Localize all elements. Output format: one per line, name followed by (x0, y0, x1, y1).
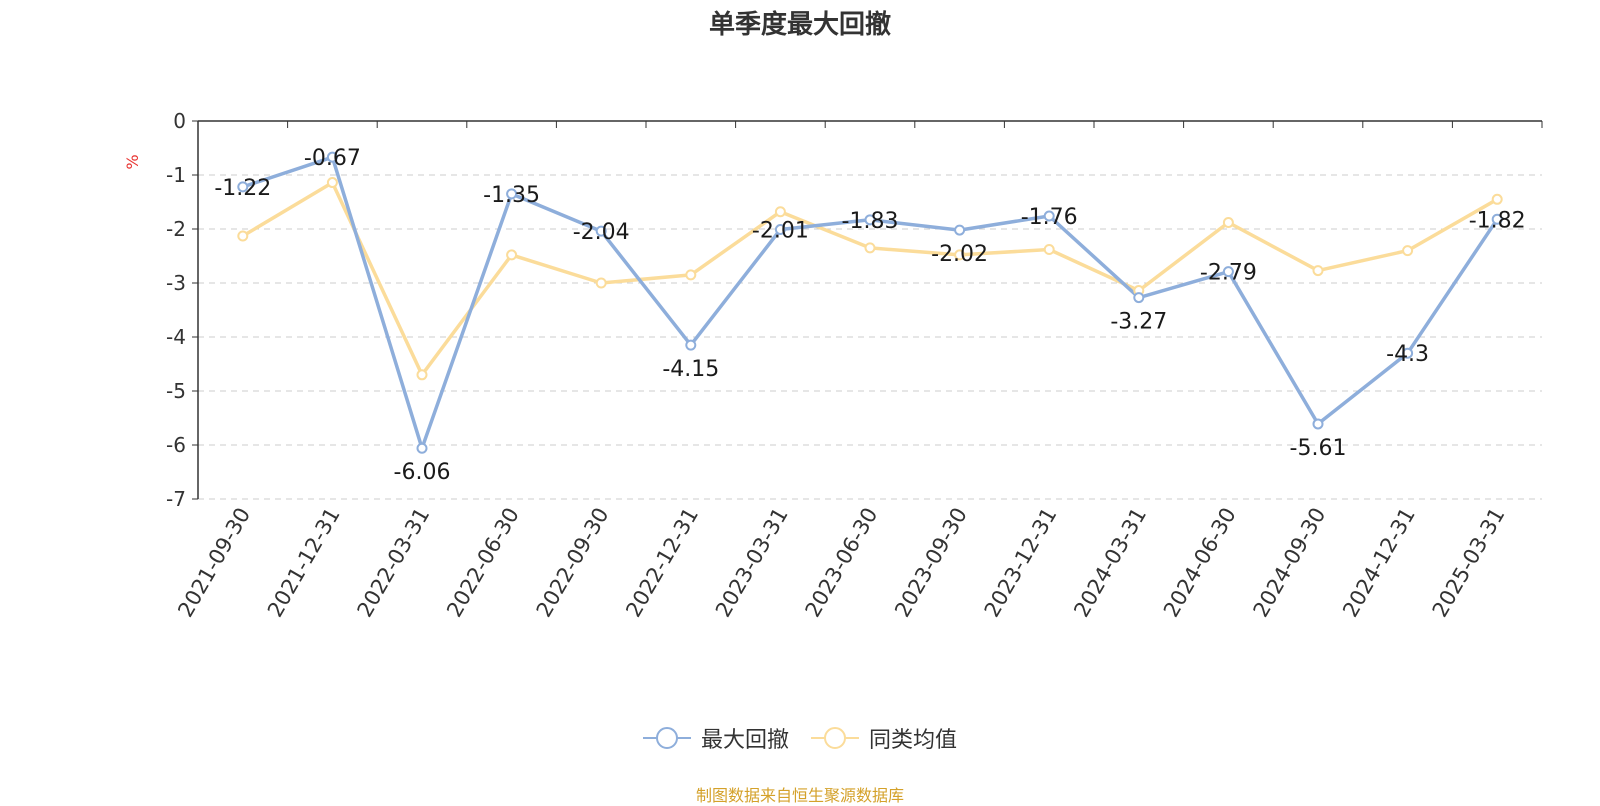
data-points (237, 151, 1503, 454)
data-point (1043, 210, 1055, 222)
x-tick-label: 2024-12-31 (1338, 504, 1420, 622)
data-point (237, 181, 249, 193)
data-point (326, 177, 338, 189)
data-point (1491, 193, 1503, 205)
x-tick-label: 2022-09-30 (532, 504, 614, 622)
x-tick-label: 2023-03-31 (711, 504, 793, 622)
data-point (1043, 244, 1055, 256)
data-label: -1.22 (214, 176, 271, 201)
data-label: -4.15 (662, 357, 719, 382)
data-point (1312, 265, 1324, 277)
data-point (1312, 418, 1324, 430)
data-label: -2.02 (931, 242, 988, 267)
data-label: -2.04 (573, 220, 630, 245)
x-tick-label: 2021-09-30 (173, 504, 255, 622)
series-lines (241, 155, 1499, 450)
y-axis-label: % (123, 154, 142, 169)
data-point (506, 188, 518, 200)
data-point (954, 249, 966, 261)
legend: 最大回撤 同类均值 (0, 722, 1600, 754)
legend-line-circle-icon (811, 727, 859, 749)
y-tick-label: -7 (166, 487, 186, 511)
data-point (506, 249, 518, 261)
legend-item-peer-average[interactable]: 同类均值 (811, 722, 957, 754)
data-point (416, 369, 428, 381)
data-source-note: 制图数据来自恒生聚源数据库 (695, 786, 904, 805)
data-point (237, 230, 249, 242)
data-point (685, 339, 697, 351)
data-point (595, 225, 607, 237)
data-point (1222, 266, 1234, 278)
data-label: -0.67 (304, 146, 361, 171)
legend-item-max-drawdown[interactable]: 最大回撤 (642, 722, 789, 754)
y-tick-label: -2 (166, 217, 186, 241)
x-tick-label: 2024-06-30 (1159, 504, 1241, 622)
y-tick-label: -5 (166, 379, 186, 403)
x-tick-label: 2023-12-31 (980, 504, 1062, 622)
chart-title: 单季度最大回撤 (708, 10, 891, 40)
data-label: -1.82 (1469, 208, 1526, 233)
legend-line-circle-icon (642, 727, 691, 749)
y-tick-label: -1 (166, 163, 186, 187)
data-label: -2.79 (1200, 261, 1257, 286)
data-point (864, 242, 876, 254)
legend-label: 同类均值 (869, 728, 958, 753)
x-tick-label: 2023-09-30 (890, 504, 972, 622)
data-point (774, 224, 786, 236)
x-tick-label: 2022-06-30 (442, 504, 524, 622)
data-point (416, 442, 428, 454)
x-tick-label: 2021-12-31 (263, 504, 345, 622)
y-tick-label: -3 (166, 271, 186, 295)
x-tick-label: 2022-12-31 (621, 504, 703, 622)
data-point (595, 277, 607, 289)
data-point (954, 224, 966, 236)
x-tick-label: 2025-03-31 (1428, 504, 1510, 622)
data-point (1402, 245, 1414, 257)
data-point (1222, 217, 1234, 229)
data-point (685, 269, 697, 281)
series-line-0 (242, 155, 1499, 450)
x-tick-label: 2023-06-30 (801, 504, 883, 622)
data-label: -2.01 (752, 219, 809, 244)
data-label: -4.3 (1386, 342, 1429, 367)
data-label: -1.76 (1021, 205, 1078, 230)
y-tick-label: -6 (166, 433, 186, 457)
data-label: -3.27 (1110, 310, 1167, 335)
data-label: -5.61 (1290, 436, 1347, 461)
y-tick-label: 0 (173, 109, 186, 133)
data-point (1402, 347, 1414, 359)
x-tick-label: 2022-03-31 (353, 504, 435, 622)
data-point (1133, 292, 1145, 304)
x-tick-label: 2024-03-31 (1069, 504, 1151, 622)
x-tick-label: 2024-09-30 (1249, 504, 1331, 622)
y-tick-label: -4 (166, 325, 186, 349)
data-label: -6.06 (394, 460, 451, 485)
legend-label: 最大回撤 (700, 728, 789, 753)
data-point (326, 151, 338, 163)
data-labels: -1.22 -0.67 -6.06 -1.35 -2.04 -4.15 -2.01 -1.83… (214, 146, 1525, 485)
data-label: -1.83 (842, 209, 899, 234)
data-label: -1.35 (483, 183, 540, 208)
data-point (864, 214, 876, 226)
data-point (774, 206, 786, 218)
data-point (1491, 213, 1503, 225)
